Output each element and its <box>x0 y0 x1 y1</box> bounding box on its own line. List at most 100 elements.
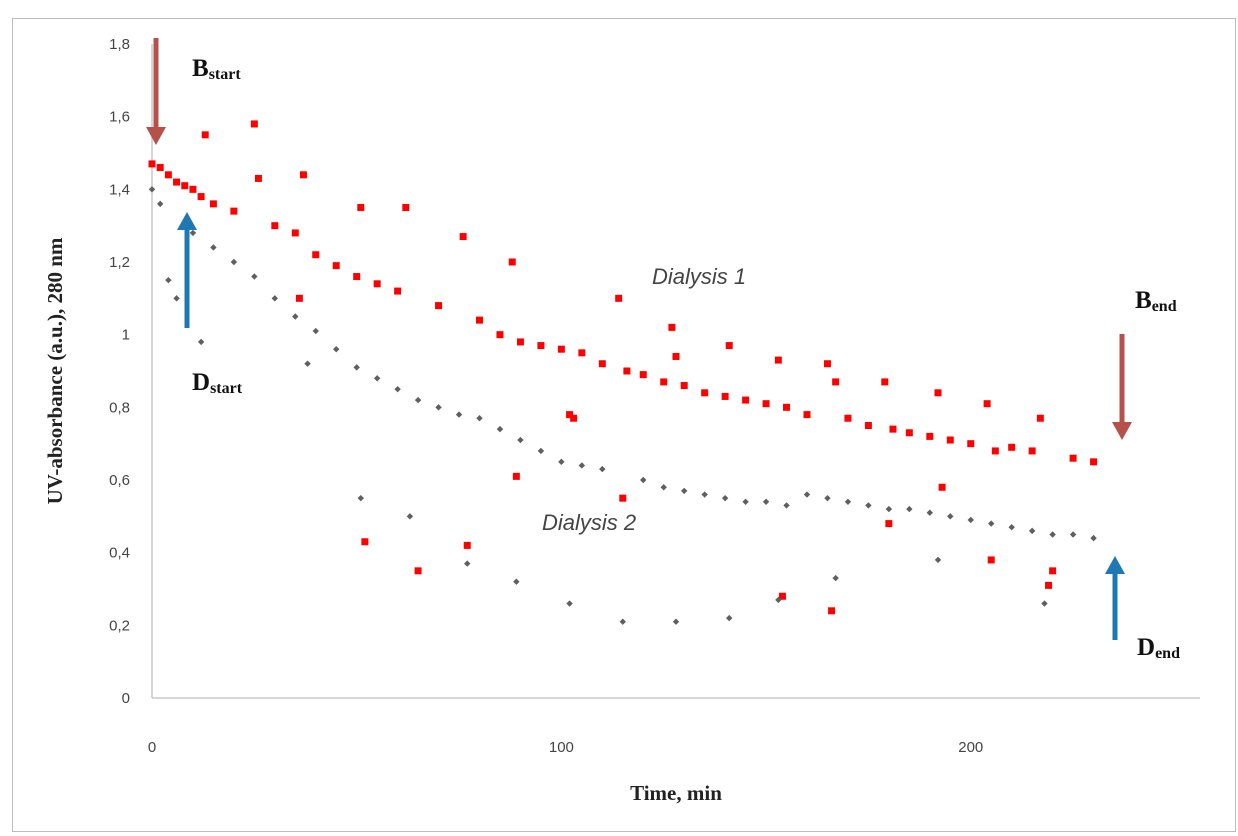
point-dialysis-1 <box>164 171 172 179</box>
axes <box>151 44 1200 699</box>
point-dialysis-2 <box>1049 531 1056 538</box>
chart-frame <box>12 18 1236 832</box>
point-dialysis-1 <box>173 178 181 186</box>
point-dialysis-1 <box>885 520 893 528</box>
y-tick-label: 1,2 <box>109 254 130 271</box>
point-dialysis-2 <box>455 411 463 418</box>
arrow-head <box>1112 422 1132 440</box>
point-dialysis-1 <box>881 378 889 386</box>
point-dialysis-1 <box>402 204 410 211</box>
point-dialysis-1 <box>926 432 934 440</box>
point-dialysis-2 <box>803 491 811 498</box>
point-dialysis-1 <box>832 378 840 386</box>
point-dialysis-2 <box>934 556 942 564</box>
arrow-head <box>177 212 197 230</box>
y-tick-label: 0,2 <box>109 617 130 634</box>
point-dialysis-1 <box>987 556 995 564</box>
data-points <box>148 120 1098 625</box>
point-dialysis-1 <box>361 538 369 546</box>
point-dialysis-2 <box>865 502 872 509</box>
point-dialysis-2 <box>775 596 782 604</box>
point-dialysis-1 <box>938 483 946 491</box>
point-dialysis-1 <box>332 262 340 270</box>
point-dialysis-2 <box>885 505 893 513</box>
point-dialysis-2 <box>496 425 504 433</box>
point-dialysis-1 <box>1090 458 1098 466</box>
point-dialysis-1 <box>639 371 647 379</box>
point-dialysis-2 <box>701 491 708 498</box>
point-dialysis-2 <box>517 436 524 444</box>
point-dialysis-1 <box>181 182 189 190</box>
point-dialysis-2 <box>640 476 647 484</box>
y-tick-label: 0,8 <box>109 399 130 416</box>
point-dialysis-2 <box>251 273 258 280</box>
annotation-d-start: Dstart <box>192 369 243 397</box>
point-dialysis-1 <box>619 494 627 502</box>
y-tick-label: 0,6 <box>109 472 130 489</box>
point-dialysis-1 <box>844 414 852 422</box>
point-dialysis-2 <box>292 313 299 320</box>
point-dialysis-2 <box>148 186 156 193</box>
point-dialysis-1 <box>1069 454 1077 462</box>
point-dialysis-2 <box>824 494 831 502</box>
point-dialysis-2 <box>312 327 319 335</box>
point-dialysis-2 <box>619 618 626 625</box>
point-dialysis-2 <box>742 498 749 505</box>
point-dialysis-1 <box>299 171 307 179</box>
point-dialysis-2 <box>464 560 471 567</box>
point-dialysis-1 <box>230 207 238 215</box>
point-dialysis-1 <box>250 120 258 128</box>
point-dialysis-1 <box>1008 443 1016 451</box>
point-dialysis-2 <box>844 498 852 505</box>
point-dialysis-2 <box>333 346 340 353</box>
point-dialysis-2 <box>165 276 172 284</box>
point-dialysis-1 <box>1028 447 1036 455</box>
point-dialysis-2 <box>680 487 688 495</box>
point-dialysis-2 <box>558 458 565 466</box>
point-dialysis-1 <box>1036 414 1044 422</box>
point-dialysis-2 <box>660 484 667 491</box>
point-dialysis-2 <box>513 578 520 585</box>
point-dialysis-1 <box>823 360 831 368</box>
point-dialysis-1 <box>803 411 811 419</box>
annotation-arrows <box>146 38 1132 640</box>
point-dialysis-1 <box>414 567 422 575</box>
point-dialysis-1 <box>357 204 365 211</box>
point-dialysis-1 <box>373 280 381 288</box>
point-dialysis-1 <box>459 233 467 241</box>
point-dialysis-2 <box>173 295 180 302</box>
point-dialysis-1 <box>512 472 520 480</box>
x-tick-label: 200 <box>958 739 983 756</box>
point-dialysis-2 <box>967 516 974 524</box>
point-dialysis-2 <box>988 520 995 527</box>
point-dialysis-1 <box>1045 581 1053 589</box>
x-axis-title: Time, min <box>630 781 722 805</box>
y-axis-title: UV-absorbance (a.u.), 280 nm <box>43 237 67 504</box>
point-dialysis-1 <box>905 429 913 437</box>
point-dialysis-2 <box>197 338 205 346</box>
point-dialysis-2 <box>230 258 238 266</box>
point-dialysis-1 <box>295 294 303 302</box>
point-dialysis-2 <box>599 465 606 473</box>
point-dialysis-1 <box>537 342 545 350</box>
point-dialysis-1 <box>774 356 782 364</box>
point-dialysis-1 <box>353 273 361 281</box>
point-dialysis-1 <box>983 400 991 408</box>
point-dialysis-2 <box>435 404 442 411</box>
point-dialysis-2 <box>726 614 733 622</box>
point-dialysis-1 <box>967 440 975 448</box>
point-dialysis-1 <box>991 447 999 455</box>
point-dialysis-1 <box>778 592 786 600</box>
point-dialysis-2 <box>926 509 934 516</box>
point-dialysis-2 <box>1069 531 1077 538</box>
y-tick-label: 0 <box>122 690 130 707</box>
point-dialysis-1 <box>197 193 205 201</box>
y-tick-label: 1 <box>122 327 130 344</box>
point-dialysis-1 <box>463 541 471 549</box>
point-dialysis-1 <box>934 389 942 397</box>
point-dialysis-1 <box>742 396 750 404</box>
point-dialysis-1 <box>189 185 197 193</box>
point-dialysis-1 <box>668 323 676 331</box>
point-dialysis-1 <box>783 403 791 411</box>
